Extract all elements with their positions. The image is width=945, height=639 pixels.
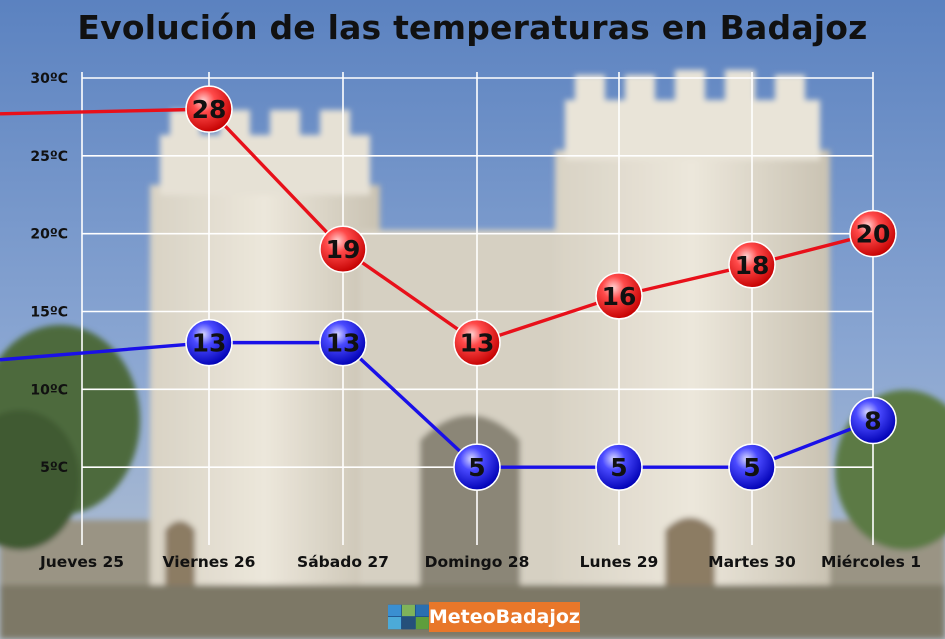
grid-lines [81,72,874,545]
brand-logo: MeteoBadajoz [388,602,580,632]
y-tick-label: 15ºC [30,305,68,321]
y-tick-label: 5ºC [40,460,68,476]
data-point-min [728,443,776,491]
data-series: 28 19 13 16 18 20 13 13 5 5 5 8 [0,85,897,491]
data-point-max [849,209,897,258]
data-label-max: 19 [326,235,361,264]
x-tick-label: Domingo 28 [425,553,530,571]
data-label-min: 5 [468,453,485,482]
data-point-max [595,272,643,320]
data-label-max: 16 [602,282,637,311]
x-axis: Jueves 25 Viernes 26 Sábado 27 Domingo 28 Lu… [39,553,921,571]
series-line-max [0,107,874,345]
chart-title: Evolución de las temperaturas en Badajoz [77,8,868,47]
data-point-min [319,318,367,367]
x-tick-label: Martes 30 [708,553,796,571]
x-tick-label: Miércoles 1 [821,553,921,571]
data-point-max [728,241,776,289]
data-label-min: 5 [610,453,627,482]
brand-logo-image [388,604,429,630]
y-tick-label: 25ºC [30,149,68,165]
data-label-max: 13 [460,329,495,358]
x-tick-label: Lunes 29 [580,553,659,571]
y-tick-label: 10ºC [30,382,68,398]
data-label-min: 5 [743,453,760,482]
y-axis: 5ºC 10ºC 15ºC 20ºC 25ºC 30ºC [30,71,68,476]
y-tick-label: 30ºC [30,71,68,87]
brand-name: MeteoBadajoz [428,602,580,632]
x-tick-label: Jueves 25 [39,553,124,571]
data-label-max: 28 [192,95,227,124]
data-label-min: 13 [326,329,361,358]
data-point-max [453,318,501,367]
data-point-min [849,396,897,445]
x-tick-label: Sábado 27 [297,553,389,571]
data-point-min [453,443,501,491]
y-tick-label: 20ºC [30,227,68,243]
x-tick-label: Viernes 26 [163,553,256,571]
data-point-max [319,225,367,273]
data-point-min [595,443,643,491]
data-label-max: 18 [735,251,770,280]
data-label-max: 20 [856,220,891,249]
data-label-min: 13 [192,329,227,358]
data-label-min: 8 [864,406,881,435]
data-point-max [185,85,233,133]
data-point-min [185,318,233,367]
